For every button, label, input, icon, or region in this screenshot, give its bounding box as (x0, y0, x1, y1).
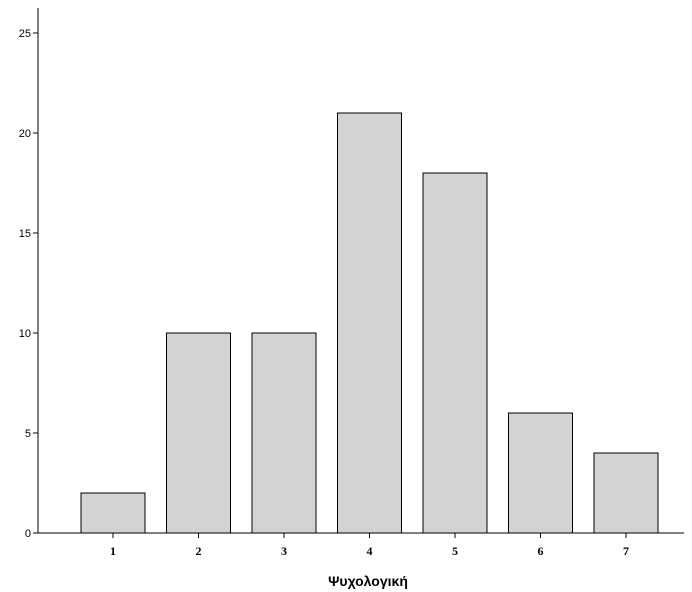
x-axis-title: Ψυχολογική (328, 573, 408, 589)
y-tick-label-20: 20 (19, 128, 31, 140)
y-axis: 0 5 10 15 20 25 (19, 8, 39, 540)
x-tick-label-4: 4 (367, 544, 373, 558)
bar-2 (166, 332, 231, 534)
bar-1 (80, 492, 146, 534)
bar-6 (508, 412, 573, 534)
bar-3 (251, 332, 317, 534)
y-tick-label-15: 15 (19, 228, 31, 240)
y-tick-label-0: 0 (25, 528, 31, 540)
bar-4 (337, 112, 402, 534)
x-tick-label-7: 7 (623, 544, 629, 558)
x-axis: 1 2 3 4 5 6 7 (38, 532, 684, 558)
bar-5 (422, 172, 488, 534)
x-tick-label-5: 5 (452, 544, 458, 558)
x-tick-label-6: 6 (538, 544, 544, 558)
x-tick-label-3: 3 (281, 544, 287, 558)
y-tick-label-10: 10 (19, 328, 31, 340)
bar-7 (593, 452, 659, 534)
x-tick-label-2: 2 (196, 544, 202, 558)
bars (80, 112, 659, 534)
y-tick-label-5: 5 (25, 428, 31, 440)
x-tick-label-1: 1 (110, 544, 116, 558)
y-tick-label-25: 25 (19, 28, 31, 40)
